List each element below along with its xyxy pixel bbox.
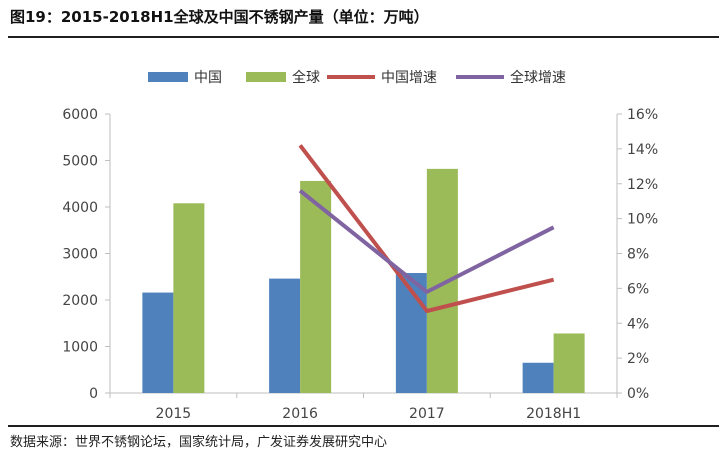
left-tick-label: 0 <box>89 386 98 402</box>
right-tick-label: 0% <box>627 386 649 402</box>
legend-label: 全球增速 <box>510 69 566 86</box>
source-note: 数据来源：世界不锈钢论坛，国家统计局，广发证券发展研究中心 <box>10 435 388 450</box>
right-tick-label: 12% <box>627 177 658 193</box>
left-tick-label: 6000 <box>62 107 98 123</box>
source-divider <box>8 425 719 427</box>
legend: 中国 全球 中国增速 全球增速 <box>148 69 566 86</box>
axes: 0 1000 2000 3000 4000 5000 6000 0% 2% 4% 6% 8% 10% 12… <box>62 107 658 422</box>
x-tick-label: 2015 <box>156 406 192 422</box>
legend-swatch <box>148 72 188 82</box>
bar-china <box>269 278 301 393</box>
left-tick-label: 5000 <box>62 154 98 170</box>
left-tick-label: 1000 <box>62 340 98 356</box>
right-tick-label: 4% <box>627 316 649 332</box>
left-tick-label: 2000 <box>62 293 98 309</box>
bars <box>142 168 585 393</box>
right-tick-label: 10% <box>627 212 658 228</box>
right-tick-label: 8% <box>627 247 649 263</box>
left-tick-label: 4000 <box>62 200 98 216</box>
legend-label: 全球 <box>292 69 320 86</box>
x-tick-label: 2016 <box>282 406 318 422</box>
bar-global <box>300 180 332 393</box>
bar-global <box>553 333 585 393</box>
right-tick-label: 6% <box>627 281 649 297</box>
growth-lines <box>298 144 555 313</box>
x-tick-label: 2017 <box>409 406 445 422</box>
right-tick-label: 16% <box>627 107 658 123</box>
bar-global <box>173 203 205 393</box>
bar-china <box>142 292 174 393</box>
bar-china <box>522 362 554 393</box>
x-tick-label: 2018H1 <box>526 406 581 422</box>
title-divider <box>8 36 719 38</box>
left-tick-label: 3000 <box>62 247 98 263</box>
legend-swatch <box>246 72 286 82</box>
right-tick-label: 14% <box>627 142 658 158</box>
bar-global <box>426 168 458 393</box>
legend-label: 中国 <box>194 70 222 86</box>
chart-title: 图19：2015-2018H1全球及中国不锈钢产量（单位：万吨） <box>10 8 429 26</box>
right-tick-label: 2% <box>627 351 649 367</box>
legend-label: 中国增速 <box>381 70 437 86</box>
